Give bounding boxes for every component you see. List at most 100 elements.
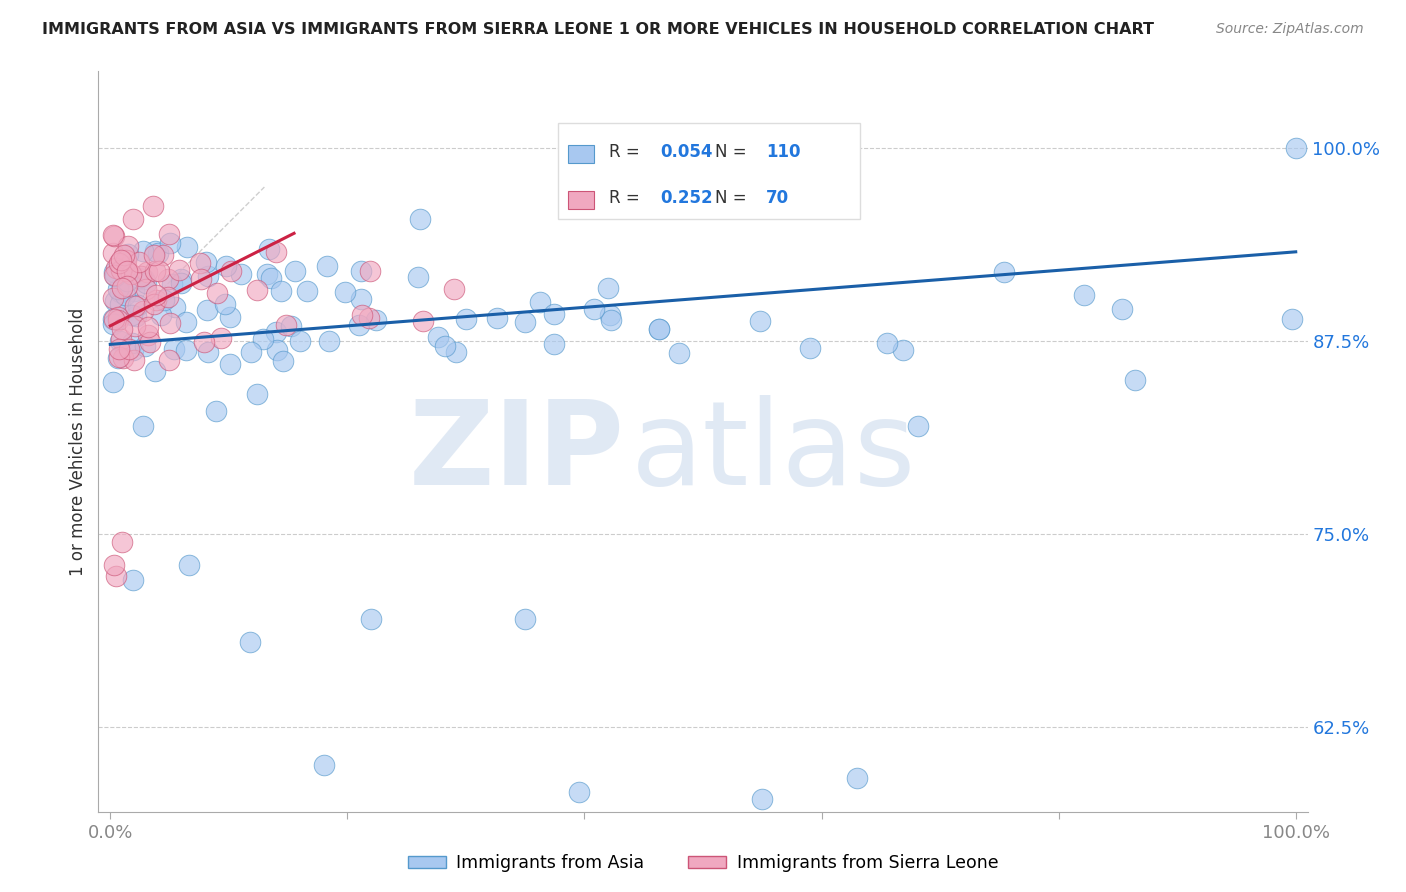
Point bbox=[174, 315, 197, 329]
Point bbox=[138, 327, 160, 342]
Point bbox=[207, 285, 229, 300]
Point bbox=[1073, 287, 1095, 301]
Point bbox=[907, 418, 929, 433]
Point bbox=[260, 271, 283, 285]
Point bbox=[433, 339, 456, 353]
Point bbox=[876, 336, 898, 351]
Point bbox=[128, 271, 150, 285]
Point bbox=[103, 268, 125, 283]
Text: N =: N = bbox=[716, 189, 752, 207]
Point bbox=[599, 313, 621, 327]
Point bbox=[112, 248, 135, 262]
Point bbox=[132, 244, 155, 258]
Point bbox=[142, 296, 165, 310]
Point bbox=[246, 283, 269, 297]
Point bbox=[359, 264, 381, 278]
Point bbox=[142, 199, 165, 213]
Point bbox=[114, 288, 136, 302]
Point bbox=[127, 298, 149, 312]
Point bbox=[246, 386, 269, 401]
Point bbox=[134, 339, 156, 353]
Point bbox=[264, 326, 287, 340]
Point bbox=[284, 264, 307, 278]
Point bbox=[103, 265, 125, 279]
Point bbox=[124, 299, 146, 313]
Point bbox=[101, 318, 124, 332]
Point bbox=[159, 316, 181, 330]
Point bbox=[128, 255, 150, 269]
Point bbox=[163, 300, 186, 314]
Point bbox=[117, 343, 139, 357]
Point bbox=[197, 344, 219, 359]
Point bbox=[543, 307, 565, 321]
Point bbox=[101, 246, 124, 260]
Point bbox=[218, 310, 240, 324]
Y-axis label: 1 or more Vehicles in Household: 1 or more Vehicles in Household bbox=[69, 308, 87, 575]
Point bbox=[132, 272, 155, 286]
Point bbox=[515, 612, 537, 626]
Point bbox=[157, 352, 180, 367]
Point bbox=[122, 343, 145, 357]
Point bbox=[108, 297, 131, 311]
Point bbox=[454, 311, 477, 326]
Point bbox=[215, 259, 238, 273]
Point bbox=[107, 310, 129, 325]
Point bbox=[364, 313, 387, 327]
Text: R =: R = bbox=[609, 143, 645, 161]
Point bbox=[101, 375, 124, 389]
Point bbox=[406, 270, 429, 285]
Point bbox=[271, 354, 294, 368]
Point bbox=[1184, 859, 1206, 873]
Point bbox=[135, 282, 157, 296]
Point bbox=[143, 263, 166, 277]
Point bbox=[195, 303, 218, 318]
Point bbox=[125, 309, 148, 323]
Point bbox=[135, 276, 157, 290]
Point bbox=[121, 212, 143, 227]
Text: IMMIGRANTS FROM ASIA VS IMMIGRANTS FROM SIERRA LEONE 1 OR MORE VEHICLES IN HOUSE: IMMIGRANTS FROM ASIA VS IMMIGRANTS FROM … bbox=[42, 22, 1154, 37]
Point bbox=[108, 256, 131, 270]
Point bbox=[115, 253, 138, 268]
Point bbox=[280, 318, 302, 333]
Point bbox=[176, 240, 198, 254]
Point bbox=[145, 293, 167, 307]
Point bbox=[103, 558, 125, 572]
Point bbox=[142, 248, 165, 262]
Point bbox=[105, 260, 128, 275]
Point bbox=[266, 343, 288, 357]
Point bbox=[567, 785, 589, 799]
Point bbox=[149, 308, 172, 322]
Text: 0.252: 0.252 bbox=[661, 189, 713, 207]
Point bbox=[297, 284, 319, 298]
Point bbox=[107, 342, 129, 356]
Point bbox=[111, 534, 134, 549]
Point bbox=[1111, 301, 1133, 316]
Point bbox=[122, 285, 145, 299]
Point bbox=[1281, 311, 1303, 326]
Point bbox=[131, 304, 153, 318]
Point bbox=[139, 334, 162, 349]
Point bbox=[1125, 374, 1147, 388]
Point bbox=[156, 290, 179, 304]
Point bbox=[104, 268, 127, 283]
Point bbox=[153, 293, 176, 307]
Point bbox=[312, 758, 335, 772]
Point bbox=[170, 272, 193, 286]
Text: N =: N = bbox=[716, 143, 752, 161]
Point bbox=[110, 332, 132, 346]
Point bbox=[115, 263, 138, 277]
Point bbox=[122, 352, 145, 367]
Point bbox=[412, 314, 434, 328]
Point bbox=[409, 212, 432, 227]
Point bbox=[176, 343, 198, 357]
Point bbox=[115, 279, 138, 293]
Point bbox=[259, 242, 281, 256]
Point bbox=[252, 332, 274, 346]
Point bbox=[205, 404, 228, 418]
Point bbox=[108, 334, 131, 348]
Point bbox=[197, 268, 219, 283]
Point bbox=[159, 235, 181, 250]
Point bbox=[270, 284, 292, 298]
Point bbox=[799, 341, 821, 355]
Point bbox=[599, 308, 621, 322]
